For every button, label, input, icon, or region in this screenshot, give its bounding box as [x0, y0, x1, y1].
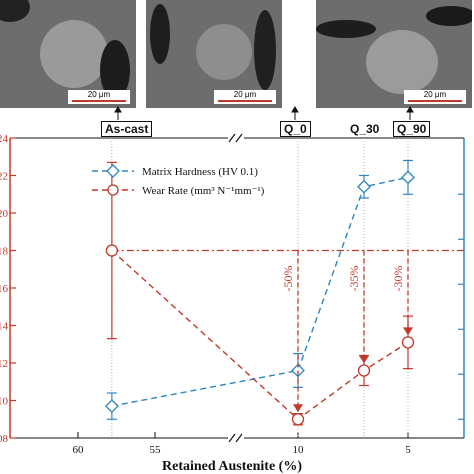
- series-line: [111, 176, 409, 407]
- y-left-tick-label: 20: [0, 208, 9, 220]
- legend-label-hardness: Matrix Hardness (HV 0.1): [142, 166, 258, 178]
- y-left-tick-label: 10: [0, 396, 9, 408]
- reduction-annotations: -50% -35% -30%: [281, 250, 413, 413]
- legend: Matrix Hardness (HV 0.1) Wear Rate (mm³ …: [92, 164, 265, 197]
- x-tick-label: 55: [150, 444, 162, 456]
- micrograph-q0: 20 μm: [146, 0, 282, 108]
- condition-label-q30: Q_30: [350, 122, 380, 136]
- reduction-arrowhead: [293, 404, 303, 413]
- legend-circle-marker: [107, 184, 119, 196]
- scale-bar: 20 μm: [68, 90, 130, 104]
- reduction-arrowhead: [403, 327, 413, 336]
- x-axis-label: Retained Austenite (%): [162, 459, 302, 474]
- condition-label-q90: Q_90: [393, 121, 431, 137]
- reduction-arrowhead: [359, 355, 369, 364]
- y-left-ticks: 08 10 12 14 16 18 20 22 24: [0, 133, 16, 445]
- axis-break-marks: [228, 133, 243, 443]
- legend-diamond-marker: [106, 164, 120, 178]
- x-ticks: 60 55 10 5: [73, 432, 411, 456]
- series: [104, 159, 415, 426]
- series-line: [111, 249, 409, 421]
- y-left-tick-label: 08: [0, 433, 9, 445]
- ferrite-region: [40, 20, 108, 88]
- connector-arrows: [114, 106, 414, 120]
- y-right-ticks: [458, 193, 464, 420]
- y-left-tick-label: 18: [0, 246, 9, 258]
- x-tick-label: 5: [405, 444, 411, 456]
- ferrite-region: [196, 24, 252, 80]
- data-point-diamond: [401, 170, 415, 185]
- data-point-circle: [357, 364, 371, 377]
- data-point-circle: [401, 336, 415, 349]
- y-left-tick-label: 12: [0, 358, 8, 370]
- micrograph-q90: 20 μm: [316, 0, 472, 108]
- condition-label-q0: Q_0: [280, 121, 311, 137]
- data-point-circle: [291, 413, 305, 426]
- x-tick-label: 10: [293, 444, 305, 456]
- data-point-diamond: [104, 399, 119, 414]
- data-point-circle: [105, 244, 119, 257]
- ferrite-region: [366, 30, 438, 94]
- reduction-label: -35%: [347, 266, 361, 292]
- scale-bar: 20 μm: [214, 90, 276, 104]
- y-left-tick-label: 24: [0, 133, 9, 145]
- data-point-diamond: [357, 179, 371, 194]
- x-tick-label: 60: [73, 444, 85, 456]
- reduction-label: -30%: [391, 266, 405, 292]
- micrograph-as-cast: 20 μm: [0, 0, 136, 108]
- legend-label-wear: Wear Rate (mm³ N⁻¹mm⁻¹): [142, 185, 265, 197]
- scale-bar: 20 μm: [404, 90, 466, 104]
- y-left-tick-label: 22: [0, 171, 8, 183]
- y-left-tick-label: 14: [0, 321, 9, 333]
- condition-label-as-cast: As-cast: [101, 121, 153, 137]
- y-left-tick-label: 16: [0, 283, 9, 295]
- reduction-label: -50%: [281, 266, 295, 292]
